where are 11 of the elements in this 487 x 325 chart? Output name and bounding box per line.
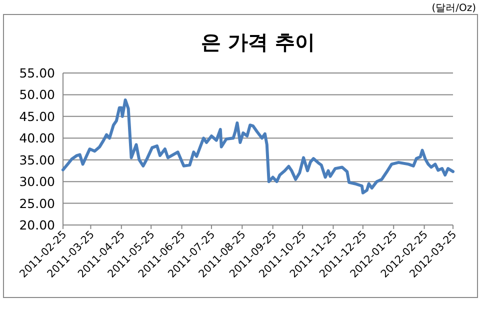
y-tick-label: 50.00: [19, 87, 56, 102]
y-tick-label: 30.00: [19, 174, 56, 190]
chart-title: 은 가격 추이: [201, 30, 315, 54]
y-tick-label: 20.00: [19, 218, 56, 232]
y-tick-label: 55.00: [19, 66, 56, 80]
y-tick-label: 35.00: [19, 152, 56, 168]
line-series: [62, 98, 454, 194]
y-tick-label: 45.00: [19, 108, 56, 124]
text: (달러/Oz): [432, 3, 476, 14]
y-tick-label: 40.00: [19, 130, 56, 146]
y-tick-label: 25.00: [19, 196, 56, 211]
